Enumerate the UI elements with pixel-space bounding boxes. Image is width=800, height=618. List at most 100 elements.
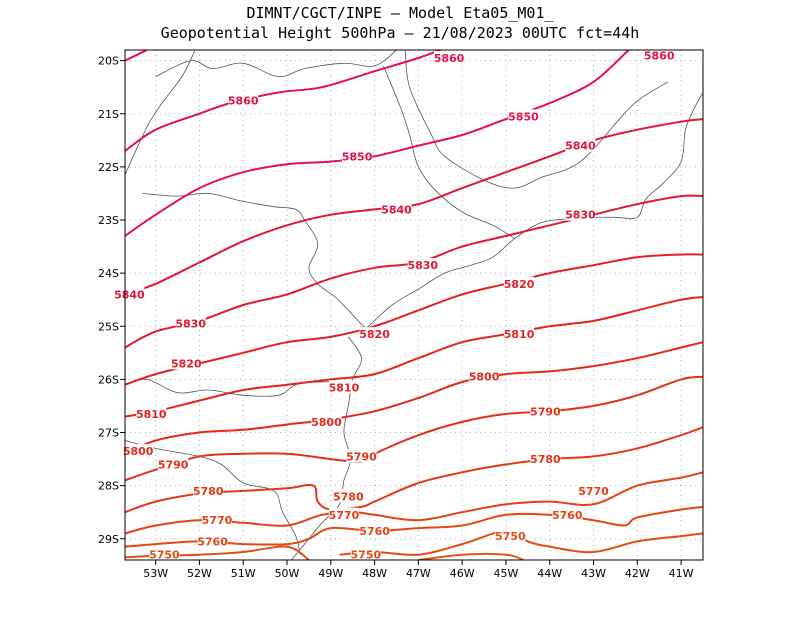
x-tick-label: 50W bbox=[275, 567, 300, 580]
coastline bbox=[125, 50, 196, 175]
contour-label-5840: 5840 bbox=[381, 203, 412, 216]
contour-label-bg bbox=[311, 414, 342, 428]
x-tick-label: 46W bbox=[450, 567, 475, 580]
x-tick-label: 44W bbox=[537, 567, 562, 580]
contour-label-5790: 5790 bbox=[530, 405, 561, 418]
contour-5810 bbox=[125, 296, 703, 418]
x-tick-label: 43W bbox=[581, 567, 606, 580]
plot-frame bbox=[124, 49, 704, 561]
x-tick-label: 42W bbox=[625, 567, 650, 580]
chart-title-line2: Geopotential Height 500hPa – 21/08/2023 … bbox=[160, 24, 640, 42]
contour-label-bg bbox=[565, 138, 596, 152]
contour-label-5790: 5790 bbox=[158, 458, 189, 471]
contour-lines bbox=[125, 50, 703, 560]
contour-label-bg bbox=[171, 356, 202, 370]
y-tick-label: 24S bbox=[98, 267, 119, 280]
y-tick-label: 29S bbox=[98, 533, 119, 546]
contour-label-5850: 5850 bbox=[508, 110, 539, 123]
contour-label-5860: 5860 bbox=[228, 94, 259, 107]
contour-label-5830: 5830 bbox=[407, 259, 438, 272]
contour-label-bg bbox=[469, 369, 500, 383]
contour-label-5760: 5760 bbox=[359, 525, 390, 538]
contour-5860 bbox=[125, 50, 441, 152]
contour-5850 bbox=[125, 50, 630, 237]
x-tick-label: 49W bbox=[318, 567, 343, 580]
coastline bbox=[404, 50, 669, 189]
contour-label-bg bbox=[328, 507, 359, 521]
contour-label-5800: 5800 bbox=[311, 416, 342, 429]
contour-label-bg bbox=[201, 513, 232, 527]
y-tick-label: 28S bbox=[98, 480, 119, 493]
contour-label-bg bbox=[578, 483, 609, 497]
contour-label-5770: 5770 bbox=[202, 514, 233, 527]
y-tick-label: 26S bbox=[98, 373, 119, 386]
contour-label-5800: 5800 bbox=[469, 371, 500, 384]
contour-5760 bbox=[125, 505, 703, 548]
contour-label-5830: 5830 bbox=[175, 318, 206, 331]
contour-label-5810: 5810 bbox=[329, 381, 360, 394]
contour-label-5770: 5770 bbox=[329, 509, 360, 522]
contour-label-bg bbox=[530, 404, 561, 418]
contour-label-bg bbox=[359, 327, 390, 341]
contour-label-bg bbox=[114, 287, 145, 301]
contour-label-bg bbox=[434, 50, 465, 64]
y-tick-label: 21S bbox=[98, 108, 119, 121]
contour-label-5800: 5800 bbox=[123, 445, 154, 458]
contour-label-5750: 5750 bbox=[149, 549, 180, 562]
contour-5860 bbox=[125, 50, 148, 62]
contour-label-bg bbox=[328, 380, 359, 394]
contour-label-5820: 5820 bbox=[359, 328, 390, 341]
contour-label-5760: 5760 bbox=[552, 509, 583, 522]
grid-lines bbox=[125, 50, 703, 560]
contour-5750 bbox=[339, 529, 703, 556]
coastline bbox=[382, 65, 515, 239]
contour-label-bg bbox=[381, 202, 412, 216]
contour-label-bg bbox=[228, 93, 259, 107]
contour-label-bg bbox=[508, 109, 539, 123]
x-tick-label: 45W bbox=[494, 567, 519, 580]
contour-5800 bbox=[125, 341, 703, 455]
contour-label-bg bbox=[530, 452, 561, 466]
coastline bbox=[291, 336, 362, 560]
contour-label-5810: 5810 bbox=[504, 328, 535, 341]
chart-title-line1: DIMNT/CGCT/INPE – Model Eta05_M01_ bbox=[246, 4, 554, 22]
contour-label-5840: 5840 bbox=[114, 288, 145, 301]
contour-label-bg bbox=[123, 444, 154, 458]
contour-label-5780: 5780 bbox=[193, 485, 224, 498]
contour-label-bg bbox=[333, 489, 364, 503]
contour-label-bg bbox=[158, 457, 189, 471]
coastline bbox=[125, 440, 301, 555]
y-tick-label: 25S bbox=[98, 320, 119, 333]
y-tick-label: 20S bbox=[98, 55, 119, 68]
x-tick-label: 51W bbox=[231, 567, 256, 580]
contour-label-bg bbox=[350, 547, 381, 561]
contour-label-5860: 5860 bbox=[644, 49, 675, 62]
contour-label-bg bbox=[193, 483, 224, 497]
contour-label-bg bbox=[175, 316, 206, 330]
contour-label-bg bbox=[407, 258, 438, 272]
x-tick-label: 47W bbox=[406, 567, 431, 580]
contour-5840 bbox=[125, 118, 703, 296]
contour-label-5750: 5750 bbox=[495, 530, 526, 543]
x-tick-label: 48W bbox=[362, 567, 387, 580]
contour-label-5860: 5860 bbox=[434, 52, 465, 65]
x-axis: 53W 52W 51W 50W 49W 48W 47W 46W 45W 44W 43W 42W 41W bbox=[143, 560, 694, 580]
contour-labels: 5860 5860 5860 5850 5850 5840 5840 5840 5830 5830… bbox=[114, 48, 675, 562]
y-axis: 20S 21S 22S 23S 24S 25S 26S 27S 28S 29S bbox=[98, 55, 125, 546]
contour-label-bg bbox=[504, 327, 535, 341]
contour-label-bg bbox=[552, 507, 583, 521]
contour-label-bg bbox=[136, 406, 167, 420]
y-tick-label: 23S bbox=[98, 214, 119, 227]
contour-label-5840: 5840 bbox=[565, 140, 596, 153]
contour-label-bg bbox=[495, 529, 526, 543]
contour-label-5750: 5750 bbox=[351, 549, 382, 562]
contour-5780 bbox=[125, 426, 703, 514]
contour-label-5780: 5780 bbox=[333, 490, 364, 503]
contour-label-5810: 5810 bbox=[136, 408, 167, 421]
x-tick-label: 41W bbox=[669, 567, 694, 580]
contour-label-bg bbox=[342, 149, 373, 163]
contour-5740 bbox=[418, 553, 524, 560]
contour-5790 bbox=[125, 375, 703, 482]
coastline bbox=[155, 50, 397, 78]
